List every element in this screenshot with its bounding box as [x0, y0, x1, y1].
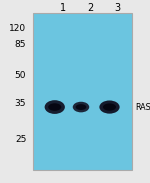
Text: RASSF2: RASSF2 [136, 102, 150, 112]
Ellipse shape [103, 103, 116, 111]
Text: 2: 2 [87, 3, 93, 13]
Ellipse shape [76, 104, 86, 110]
Text: 25: 25 [15, 135, 26, 144]
Ellipse shape [45, 100, 65, 114]
Text: 85: 85 [15, 40, 26, 49]
Ellipse shape [99, 100, 120, 114]
Text: 35: 35 [15, 99, 26, 108]
Text: 120: 120 [9, 24, 26, 33]
Ellipse shape [48, 103, 61, 111]
Ellipse shape [73, 102, 89, 112]
Bar [33, 13, 132, 170]
Text: 1: 1 [60, 3, 66, 13]
Text: 50: 50 [15, 71, 26, 81]
Text: 3: 3 [114, 3, 120, 13]
